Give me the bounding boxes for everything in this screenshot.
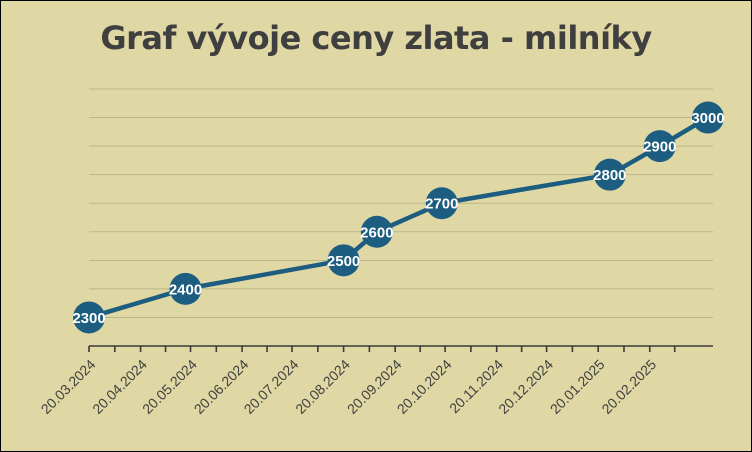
data-point bbox=[73, 301, 105, 334]
data-label: 2900 bbox=[643, 139, 676, 156]
data-point bbox=[327, 244, 360, 277]
x-tick-label: 20.05.2024 bbox=[139, 356, 200, 417]
x-tick-label: 20.01.2025 bbox=[547, 356, 608, 417]
chart-title: Graf vývoje ceny zlata - milníky bbox=[100, 19, 652, 57]
data-point bbox=[593, 158, 626, 191]
x-tick-label: 20.03.2024 bbox=[38, 356, 99, 417]
data-label: 2300 bbox=[72, 310, 105, 327]
data-label: 2700 bbox=[425, 196, 458, 213]
x-tick-label: 20.02.2025 bbox=[598, 356, 659, 417]
x-tick-label: 20.10.2024 bbox=[394, 356, 455, 417]
data-label: 3000 bbox=[691, 110, 724, 127]
x-tick-label: 20.08.2024 bbox=[292, 356, 353, 417]
data-label: 2500 bbox=[327, 253, 360, 270]
data-point bbox=[643, 130, 676, 163]
data-label: 2600 bbox=[360, 224, 393, 241]
x-tick-label: 20.07.2024 bbox=[241, 356, 302, 417]
data-point bbox=[692, 101, 725, 134]
data-point bbox=[425, 187, 458, 220]
data-point bbox=[360, 215, 393, 248]
data-point bbox=[169, 272, 202, 305]
data-label: 2400 bbox=[169, 281, 202, 298]
data-label: 2800 bbox=[593, 167, 626, 184]
x-tick-label: 20.12.2024 bbox=[495, 356, 556, 417]
